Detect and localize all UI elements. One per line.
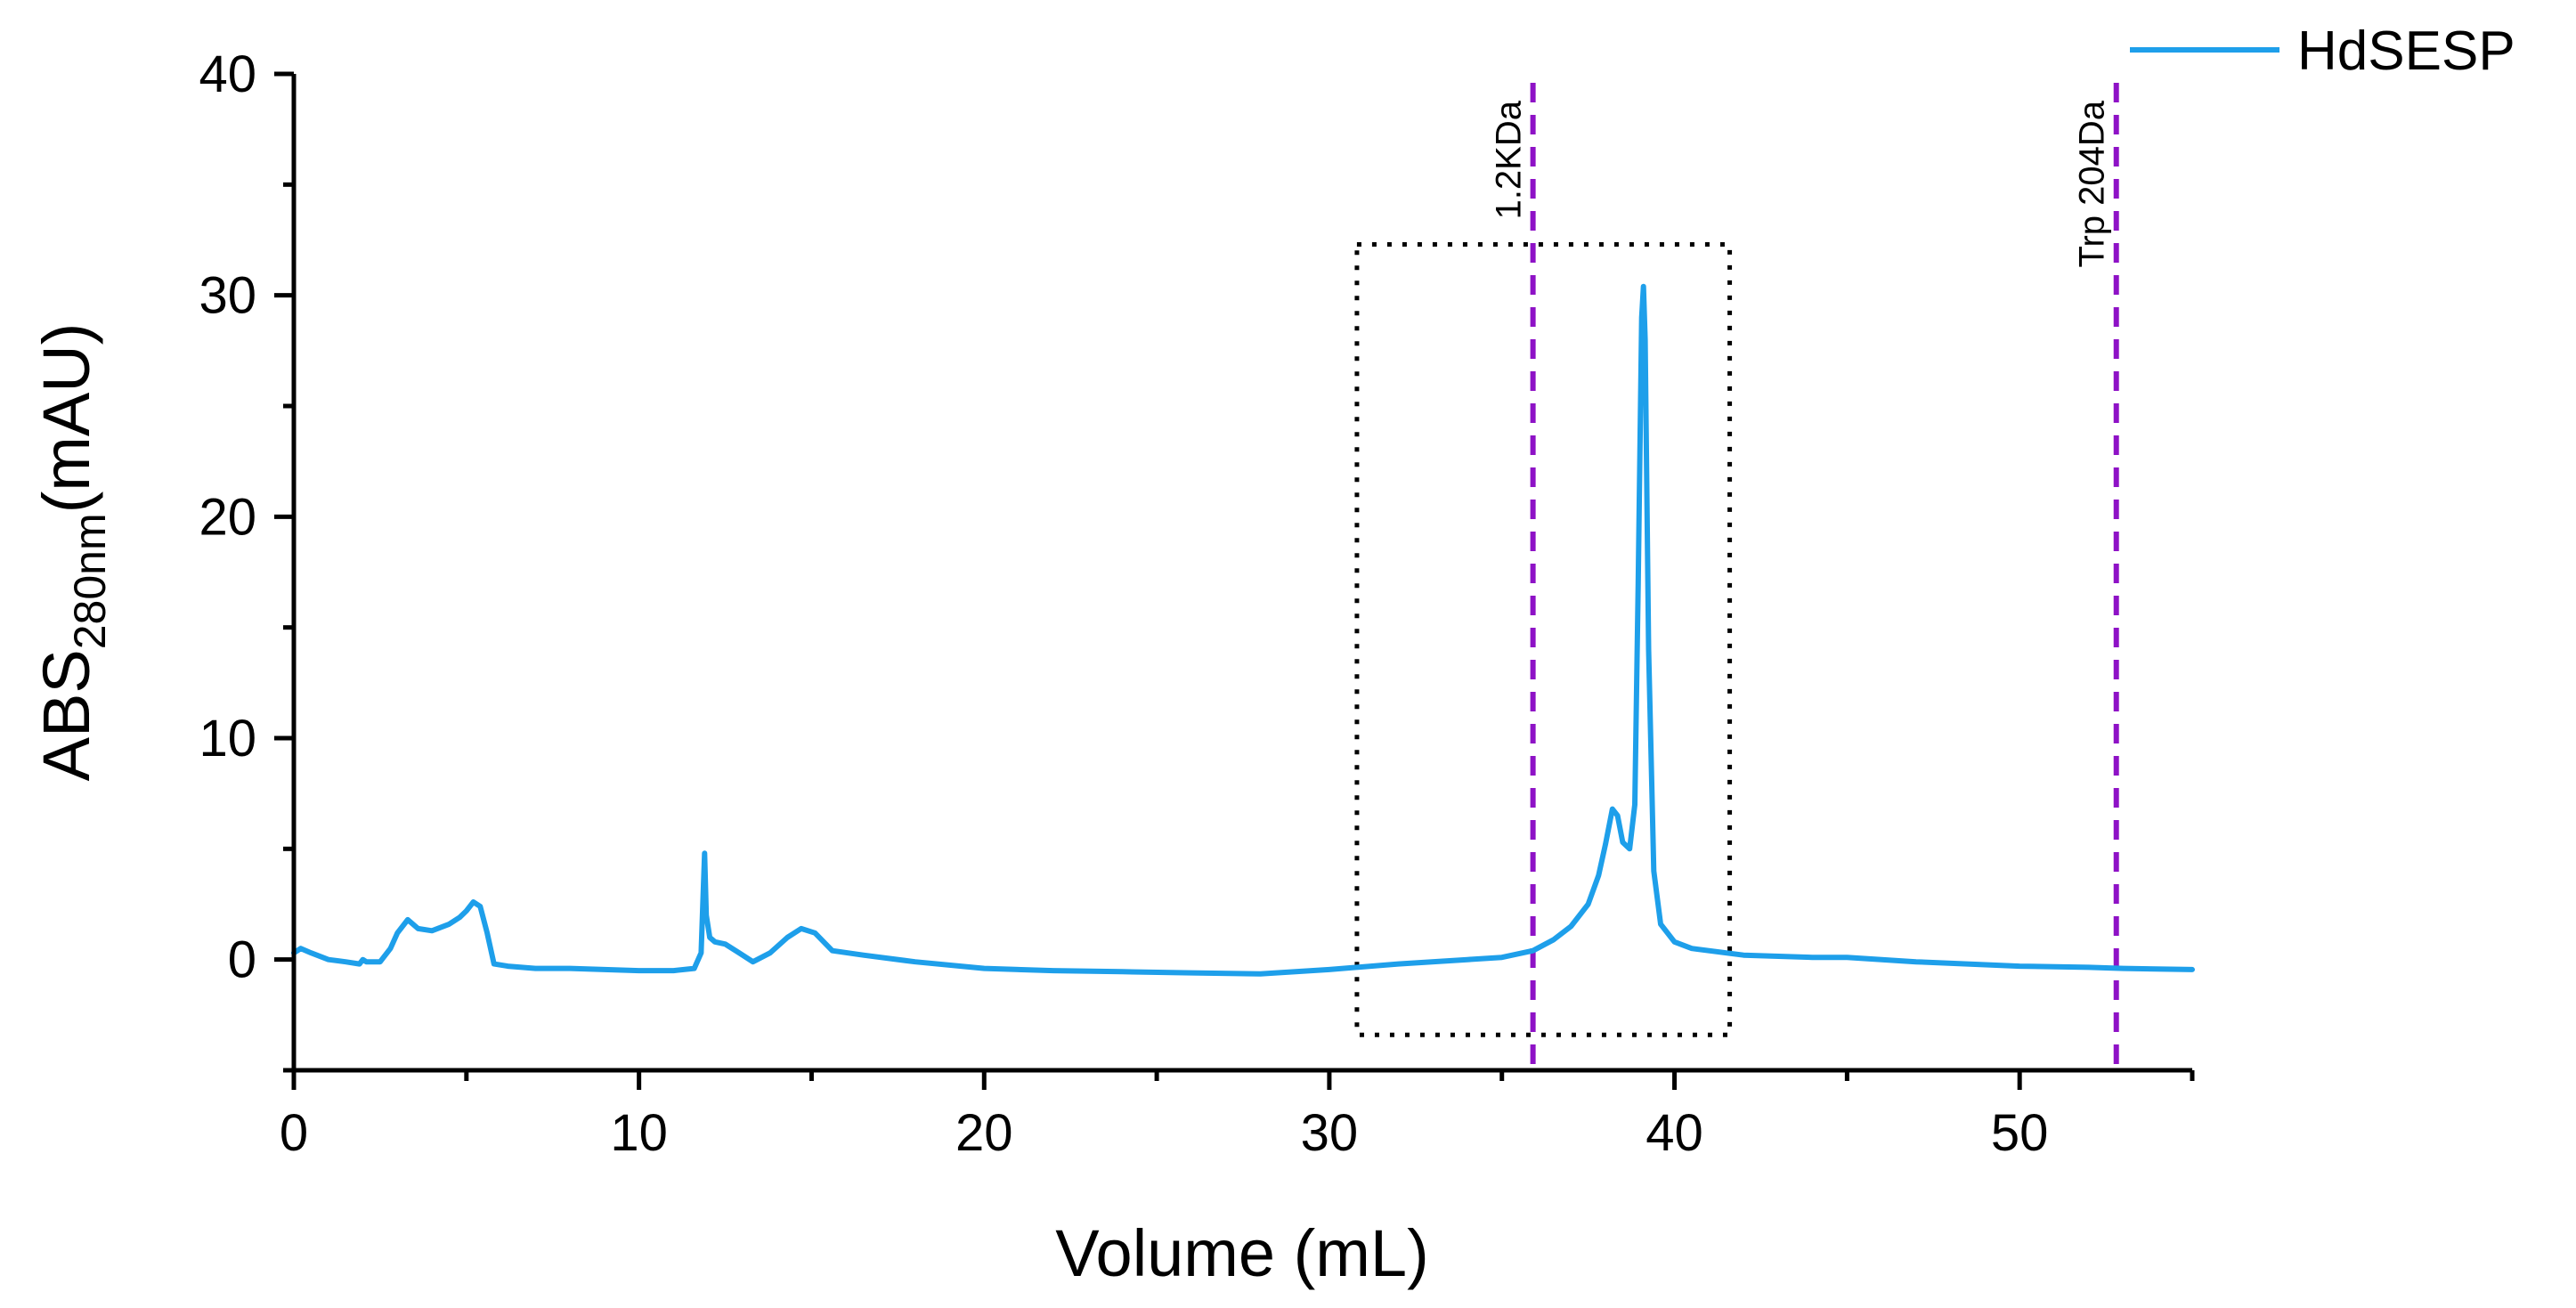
marker-label-1-2kda: 1.2KDa — [1490, 100, 1529, 219]
series-line-hdsesp — [291, 283, 2195, 977]
x-tick-label: 20 — [955, 1104, 1013, 1162]
y-tick-label: 10 — [199, 710, 256, 768]
x-tick-label: 10 — [610, 1104, 668, 1162]
x-tick-label: 0 — [280, 1104, 308, 1162]
y-ticks — [274, 71, 294, 1073]
legend-label-hdsesp: HdSESP — [2297, 20, 2515, 82]
y-tick-label: 20 — [199, 488, 256, 546]
x-axis-title: Volume (mL) — [1055, 1216, 1428, 1290]
x-ticks — [291, 1070, 2195, 1090]
legend: HdSESP — [2130, 20, 2515, 82]
y-axis-title-subscript: 280nm — [65, 513, 115, 649]
x-tick-label: 40 — [1646, 1104, 1703, 1162]
y-tick-label: 30 — [199, 267, 256, 325]
y-tick-label: 0 — [228, 931, 256, 989]
x-tick-label: 50 — [1991, 1104, 2049, 1162]
y-axis-title: ABS280nm(mAU) — [29, 323, 115, 782]
y-axis-title-unit: (mAU) — [29, 323, 103, 514]
marker-label-trp-204da: Trp 204Da — [2073, 100, 2112, 267]
marker-group: 1.2KDa Trp 204Da — [1490, 83, 2119, 1070]
y-tick-label: 40 — [199, 45, 256, 103]
x-tick-label: 30 — [1301, 1104, 1359, 1162]
y-axis-title-main: ABS — [29, 649, 103, 781]
highlight-box — [1354, 241, 1733, 1037]
